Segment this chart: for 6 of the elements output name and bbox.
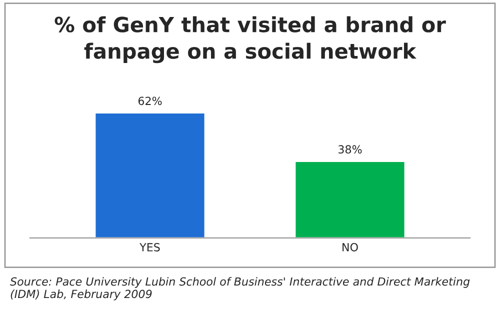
x-tick-label: NO bbox=[342, 243, 358, 252]
data-label: 62% bbox=[138, 96, 162, 106]
source-note: Source: Pace University Lubin School of Business' Interactive and Direct Marketing (IDM) Lab, February 2009 bbox=[10, 277, 470, 300]
chart-title: % of GenY that visited a brand or fanpage on a social network bbox=[54, 16, 446, 64]
x-tick-label: YES bbox=[140, 243, 160, 252]
data-label: 38% bbox=[338, 145, 362, 154]
